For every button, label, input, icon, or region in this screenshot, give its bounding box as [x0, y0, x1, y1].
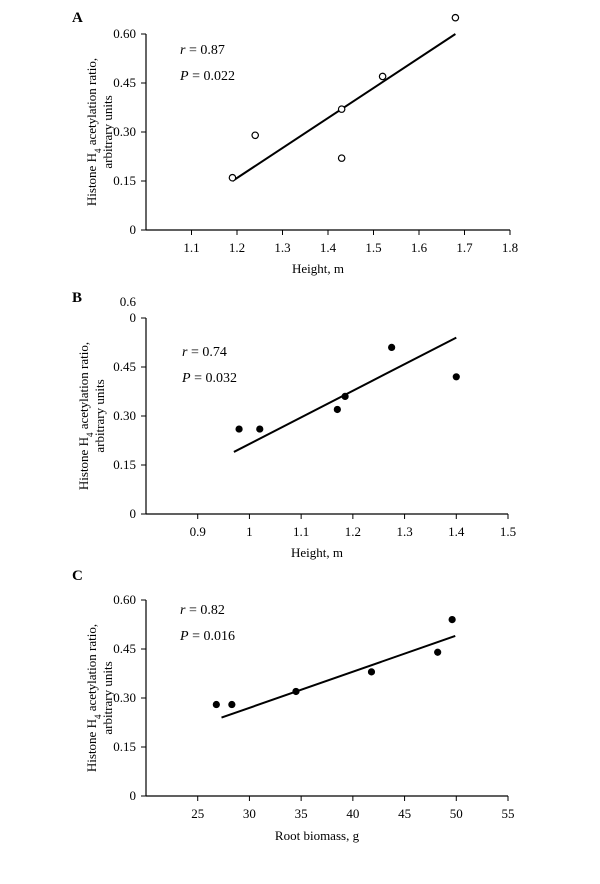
stat-p: P = 0.022 — [179, 69, 235, 84]
y-tick-label: 0 — [130, 310, 137, 325]
x-tick-label: 50 — [450, 806, 463, 821]
x-tick-label: 1.3 — [396, 524, 412, 539]
y-tick-label: 0.60 — [113, 26, 136, 41]
x-tick-label: 40 — [346, 806, 359, 821]
panel-a: A 0 0.15 0.30 0.45 0.60 1.1 1.2 1.3 1.4 1.5 1.6 1.7 1… — [72, 10, 518, 276]
x-tick-label: 1.4 — [448, 524, 465, 539]
x-tick-label: 1.2 — [229, 240, 245, 255]
data-point — [367, 668, 376, 676]
y-tick-label: 0 — [130, 222, 137, 237]
y-tick-label: 0.6 — [120, 294, 137, 309]
data-point — [251, 131, 260, 140]
x-tick-label: 25 — [191, 806, 204, 821]
data-point — [256, 425, 264, 433]
x-tick-label: 1.4 — [320, 240, 337, 255]
y-tick-label: 0.15 — [113, 173, 136, 188]
data-point — [341, 392, 349, 401]
stat-r: r = 0.82 — [180, 603, 225, 618]
data-point — [337, 154, 346, 162]
y-tick-label: 0.45 — [113, 359, 136, 374]
panel-letter: C — [72, 568, 83, 584]
data-point — [292, 687, 300, 696]
x-axis-title: Height, m — [292, 261, 344, 276]
y-tick-label: 0 — [130, 788, 137, 803]
stat-p: P = 0.032 — [181, 371, 237, 386]
stat-r: r = 0.74 — [182, 345, 227, 360]
y-axis-title-line2: arbitrary units — [92, 379, 107, 452]
data-point — [448, 615, 456, 624]
x-tick-label: 1.8 — [502, 240, 518, 255]
x-tick-label: 35 — [295, 806, 308, 821]
x-tick-label: 1.3 — [274, 240, 290, 255]
x-tick-label: 1.2 — [345, 524, 361, 539]
x-axis-title: Root biomass, g — [275, 828, 360, 843]
data-point — [212, 700, 220, 709]
x-tick-label: 1.1 — [293, 524, 309, 539]
x-tick-label: 1.5 — [500, 524, 516, 539]
data-point — [228, 700, 236, 709]
trend-line — [221, 634, 456, 719]
x-tick-label: 1.7 — [456, 240, 473, 255]
data-point — [333, 405, 341, 414]
data-point — [388, 343, 396, 352]
x-axis-title: Height, m — [291, 545, 343, 560]
y-axis-title-line2: arbitrary units — [100, 661, 115, 734]
x-tick-label: 1.6 — [411, 240, 428, 255]
y-tick-label: 0.60 — [113, 592, 136, 607]
panel-letter: A — [72, 10, 83, 26]
data-point — [452, 373, 460, 381]
y-tick-label: 0.30 — [113, 690, 136, 705]
panel-letter: B — [72, 290, 82, 306]
y-tick-label: 0.15 — [113, 457, 136, 472]
y-axis-title: Histone H4 acetylation ratio, — [84, 624, 103, 772]
y-tick-label: 0.45 — [113, 641, 136, 656]
stat-r: r = 0.87 — [180, 43, 225, 58]
x-tick-label: 45 — [398, 806, 411, 821]
x-tick-label: 55 — [502, 806, 515, 821]
y-axis-title: Histone H4 acetylation ratio, — [76, 342, 95, 490]
y-tick-label: 0 — [130, 506, 137, 521]
data-point — [228, 173, 237, 182]
y-axis-title-line2: arbitrary units — [100, 95, 115, 168]
data-point — [235, 425, 243, 433]
y-tick-label: 0.30 — [113, 124, 136, 139]
panel-c: C 0 0.15 0.30 0.45 0.60 25 30 35 40 45 50 55 Root bio… — [72, 568, 515, 843]
data-point — [434, 648, 442, 656]
x-tick-label: 1.1 — [183, 240, 199, 255]
x-tick-label: 30 — [243, 806, 256, 821]
x-tick-label: 1 — [246, 524, 253, 539]
y-axis-title: Histone H4 acetylation ratio, — [84, 58, 103, 206]
x-tick-label: 0.9 — [190, 524, 206, 539]
y-tick-label: 0.45 — [113, 75, 136, 90]
stat-p: P = 0.016 — [179, 629, 235, 644]
x-tick-label: 1.5 — [365, 240, 381, 255]
y-tick-label: 0.30 — [113, 408, 136, 423]
y-tick-label: 0.15 — [113, 739, 136, 754]
data-point — [451, 13, 460, 22]
data-point — [378, 72, 387, 81]
data-point — [337, 105, 346, 113]
